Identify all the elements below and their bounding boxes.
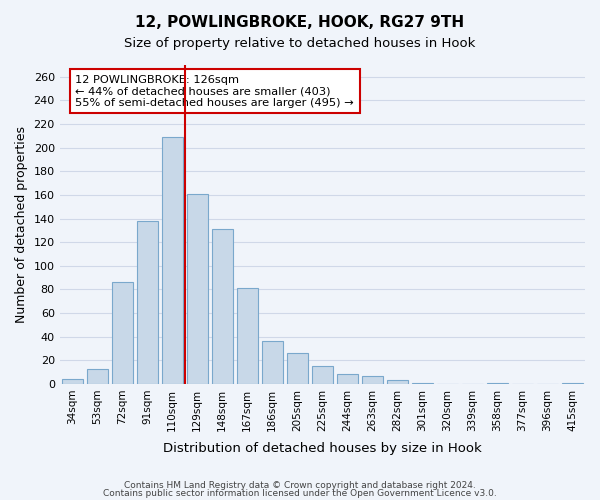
Text: 12, POWLINGBROKE, HOOK, RG27 9TH: 12, POWLINGBROKE, HOOK, RG27 9TH [136, 15, 464, 30]
X-axis label: Distribution of detached houses by size in Hook: Distribution of detached houses by size … [163, 442, 482, 455]
Text: Contains public sector information licensed under the Open Government Licence v3: Contains public sector information licen… [103, 488, 497, 498]
Bar [387, 380, 408, 384]
Bar [86, 368, 108, 384]
Bar [187, 194, 208, 384]
Bar [137, 221, 158, 384]
Bar [412, 382, 433, 384]
Bar [161, 137, 183, 384]
Bar [112, 282, 133, 384]
Text: Size of property relative to detached houses in Hook: Size of property relative to detached ho… [124, 38, 476, 51]
Y-axis label: Number of detached properties: Number of detached properties [15, 126, 28, 323]
Text: Contains HM Land Registry data © Crown copyright and database right 2024.: Contains HM Land Registry data © Crown c… [124, 481, 476, 490]
Bar [62, 379, 83, 384]
Bar [236, 288, 258, 384]
Bar [362, 376, 383, 384]
Bar [312, 366, 333, 384]
Bar [287, 353, 308, 384]
Bar [487, 382, 508, 384]
Bar [562, 382, 583, 384]
Bar [212, 229, 233, 384]
Bar [337, 374, 358, 384]
Text: 12 POWLINGBROKE: 126sqm
← 44% of detached houses are smaller (403)
55% of semi-d: 12 POWLINGBROKE: 126sqm ← 44% of detache… [76, 74, 354, 108]
Bar [262, 342, 283, 384]
